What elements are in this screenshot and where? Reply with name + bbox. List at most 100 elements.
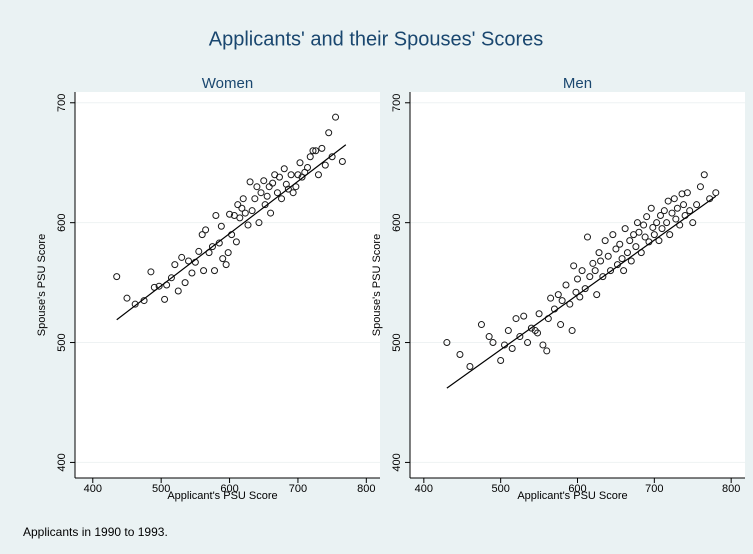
- x-tick-label: 700: [645, 483, 663, 495]
- chart-title: Applicants' and their Spouses' Scores: [209, 28, 544, 50]
- point: [664, 197, 672, 205]
- point: [562, 281, 570, 289]
- point: [663, 219, 671, 227]
- point: [616, 240, 624, 248]
- point: [649, 223, 657, 231]
- point: [607, 267, 615, 275]
- point: [208, 243, 216, 251]
- point: [123, 294, 131, 302]
- point: [570, 262, 578, 270]
- y-tick-label: 400: [56, 453, 68, 471]
- point: [198, 231, 206, 239]
- point: [485, 333, 493, 341]
- point: [574, 275, 581, 283]
- point: [292, 183, 300, 191]
- point: [251, 195, 259, 203]
- point: [535, 310, 543, 318]
- point: [202, 226, 210, 234]
- point: [318, 144, 326, 152]
- x-tick-label: 500: [152, 483, 170, 495]
- point: [626, 237, 634, 245]
- fit-line: [116, 144, 347, 321]
- point: [581, 285, 589, 293]
- point: [260, 177, 268, 185]
- panel-title: Men: [563, 75, 592, 92]
- y-tick-label: 700: [391, 94, 403, 112]
- point: [609, 231, 617, 239]
- point: [689, 219, 697, 227]
- point: [539, 341, 547, 349]
- point: [696, 183, 704, 191]
- point: [263, 192, 271, 200]
- point: [666, 231, 674, 239]
- x-axis-title: Applicant's PSU Score: [167, 490, 277, 502]
- point: [583, 233, 591, 241]
- point: [338, 158, 346, 166]
- y-axis-title: Spouse's PSU Score: [36, 234, 48, 336]
- point: [219, 255, 227, 263]
- point: [284, 185, 292, 193]
- point: [306, 153, 314, 161]
- plot-area: [75, 92, 380, 478]
- point: [586, 273, 594, 281]
- point: [633, 219, 641, 227]
- point: [660, 207, 668, 215]
- point: [604, 252, 612, 260]
- point: [543, 347, 551, 355]
- x-tick-label: 800: [357, 483, 375, 495]
- x-tick-label: 700: [289, 483, 307, 495]
- point: [653, 219, 661, 227]
- point: [248, 207, 256, 215]
- point: [155, 282, 163, 290]
- point: [683, 189, 691, 197]
- point: [226, 210, 234, 218]
- x-axis-title: Applicant's PSU Score: [517, 490, 627, 502]
- point: [658, 225, 666, 233]
- point: [255, 219, 263, 227]
- point: [670, 195, 678, 203]
- point: [599, 273, 607, 281]
- point: [314, 171, 322, 179]
- point: [504, 327, 512, 335]
- point: [167, 274, 175, 282]
- point: [672, 215, 680, 223]
- point: [257, 189, 265, 197]
- point: [512, 315, 520, 323]
- y-tick-label: 600: [391, 213, 403, 231]
- point: [566, 300, 574, 308]
- point: [278, 195, 286, 203]
- point: [643, 213, 651, 221]
- point: [239, 195, 247, 203]
- point: [647, 204, 655, 212]
- point: [236, 214, 244, 222]
- point: [234, 201, 242, 209]
- point: [171, 261, 179, 269]
- point: [477, 321, 485, 329]
- point: [267, 209, 275, 217]
- y-tick-label: 700: [56, 94, 68, 112]
- point: [531, 327, 539, 335]
- point: [289, 189, 297, 197]
- x-tick-label: 600: [568, 483, 586, 495]
- point: [497, 357, 505, 365]
- point: [211, 267, 219, 275]
- point: [612, 245, 620, 253]
- point: [312, 147, 320, 155]
- point: [269, 179, 277, 187]
- point: [621, 225, 629, 233]
- panel-title: Women: [202, 75, 253, 92]
- point: [325, 129, 333, 137]
- point: [273, 189, 281, 197]
- point: [147, 268, 155, 276]
- point: [275, 173, 283, 181]
- point: [595, 249, 603, 257]
- point: [627, 257, 635, 265]
- point: [113, 273, 121, 281]
- point: [287, 171, 295, 179]
- point: [534, 329, 542, 337]
- point: [296, 159, 304, 167]
- point: [650, 231, 658, 239]
- point: [635, 228, 643, 236]
- point: [217, 222, 225, 230]
- point: [572, 288, 580, 296]
